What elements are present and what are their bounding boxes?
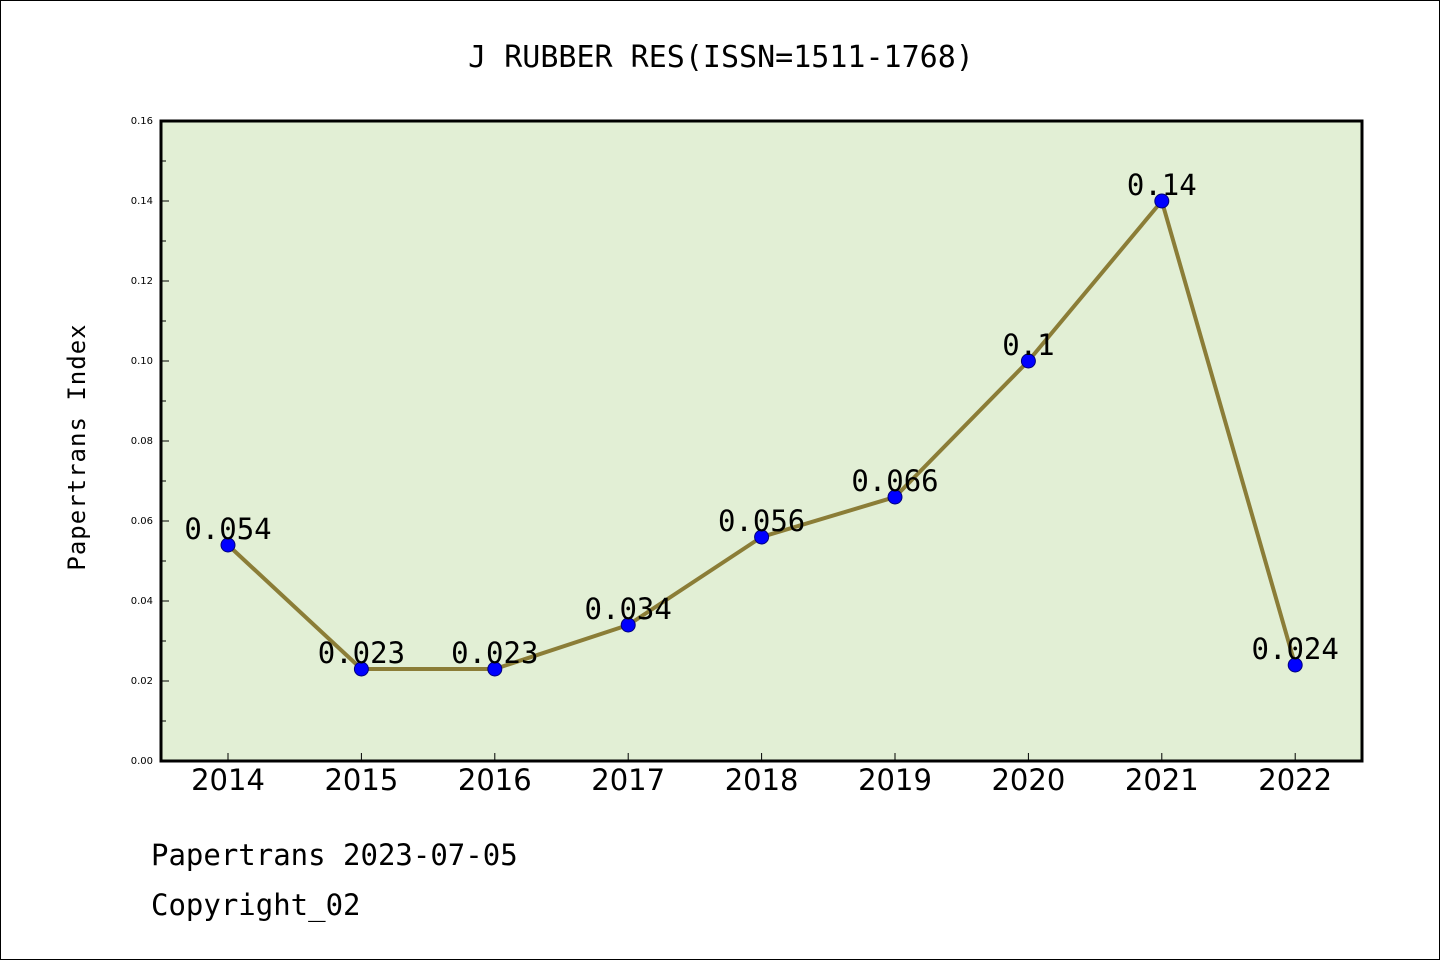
- plot-border: [159, 119, 1364, 763]
- data-point: [487, 661, 503, 677]
- y-axis-label: Papertrans Index: [63, 323, 91, 570]
- data-label: 0.034: [585, 592, 672, 626]
- x-tick-label: 2021: [1125, 763, 1199, 797]
- data-point: [220, 537, 236, 553]
- data-label: 0.14: [1127, 168, 1197, 202]
- data-point: [1287, 657, 1303, 673]
- footer-copyright: Copyright_02: [151, 888, 361, 923]
- data-label: 0.023: [318, 636, 405, 670]
- chart-title: J RUBBER RES(ISSN=1511-1768): [468, 40, 974, 75]
- x-tick-label: 2016: [458, 763, 532, 797]
- data-point: [620, 617, 636, 633]
- y-tick-label: 0.16: [131, 116, 153, 127]
- data-label: 0.1: [1002, 328, 1054, 362]
- data-point: [1154, 193, 1170, 209]
- x-tick-label: 2022: [1258, 763, 1332, 797]
- points-layer: [220, 193, 1303, 677]
- y-tick-label: 0.06: [131, 516, 153, 527]
- plot-area: [161, 121, 1362, 761]
- y-tick-label: 0.00: [131, 756, 153, 767]
- x-tick-label: 2019: [858, 763, 932, 797]
- y-tick-label: 0.02: [131, 676, 153, 687]
- x-tick-label: 2014: [191, 763, 265, 797]
- data-labels-layer: 0.054 0.023 0.023 0.034 0.056 0.066 0.1 0.14 0.0…: [184, 168, 1339, 670]
- data-label: 0.023: [451, 636, 538, 670]
- data-point: [1020, 353, 1036, 369]
- x-tick-label: 2015: [324, 763, 398, 797]
- y-tick-label: 0.08: [131, 436, 153, 447]
- x-tick-label: 2020: [991, 763, 1065, 797]
- data-label: 0.056: [718, 504, 805, 538]
- data-point: [754, 529, 770, 545]
- x-tick-label: 2018: [725, 763, 799, 797]
- footer-date: Papertrans 2023-07-05: [151, 838, 518, 872]
- data-label: 0.066: [851, 464, 938, 498]
- y-tick-label: 0.14: [131, 196, 153, 207]
- ticks-layer: 0.00 0.02 0.04 0.06 0.08 0.10 0.12 0.14 0.16 2014…: [131, 116, 1332, 797]
- x-tick-label: 2017: [591, 763, 665, 797]
- y-tick-label: 0.10: [131, 356, 153, 367]
- y-tick-label: 0.04: [131, 596, 153, 607]
- data-label: 0.054: [184, 512, 271, 546]
- y-tick-label: 0.12: [131, 276, 153, 287]
- data-point: [887, 489, 903, 505]
- data-point: [353, 661, 369, 677]
- data-label: 0.024: [1252, 632, 1339, 666]
